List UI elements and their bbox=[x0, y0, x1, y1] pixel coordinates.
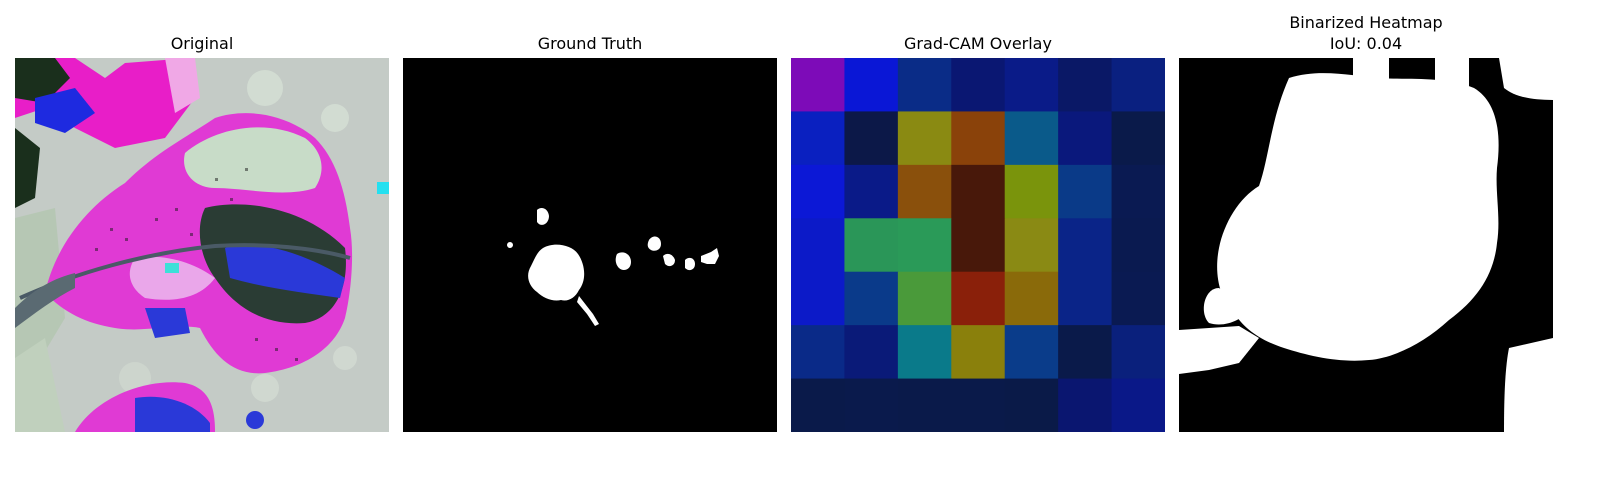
gradcam-cell bbox=[791, 325, 845, 380]
gradcam-cell bbox=[951, 218, 1006, 273]
gradcam-cell bbox=[897, 164, 952, 219]
gradcam-cell bbox=[897, 325, 952, 380]
gradcam-cell bbox=[1004, 164, 1059, 219]
gradcam-cell bbox=[1058, 164, 1113, 219]
gradcam-cell bbox=[791, 218, 845, 273]
gradcam-cell bbox=[1004, 271, 1059, 326]
gradcam-cell bbox=[1004, 111, 1059, 166]
gradcam-cell bbox=[897, 218, 952, 273]
gradcam-cell bbox=[951, 325, 1006, 380]
gradcam-cell bbox=[951, 271, 1006, 326]
panel-title-gradcam: Grad-CAM Overlay bbox=[904, 34, 1052, 53]
gradcam-cell bbox=[1111, 111, 1165, 166]
gradcam-cell bbox=[791, 378, 845, 432]
gradcam-cell bbox=[1004, 58, 1059, 112]
gradcam-cell bbox=[1004, 378, 1059, 432]
gradcam-cell bbox=[844, 111, 899, 166]
gradcam-cell bbox=[951, 378, 1006, 432]
gradcam-cell bbox=[844, 164, 899, 219]
gradcam-cell bbox=[1004, 325, 1059, 380]
gradcam-cell bbox=[1004, 218, 1059, 273]
gradcam-overlay-image bbox=[791, 58, 1165, 432]
gradcam-cell bbox=[1111, 325, 1165, 380]
gradcam-cell bbox=[897, 378, 952, 432]
gradcam-cell bbox=[1058, 271, 1113, 326]
panel-title-ground-truth: Ground Truth bbox=[537, 34, 643, 53]
gradcam-cell bbox=[897, 271, 952, 326]
gradcam-cell bbox=[951, 58, 1006, 112]
original-leaf-image bbox=[15, 58, 389, 432]
gradcam-cell bbox=[791, 271, 845, 326]
gradcam-cell bbox=[1058, 218, 1113, 273]
gradcam-cell bbox=[844, 378, 899, 432]
gradcam-cell bbox=[1111, 271, 1165, 326]
gradcam-cell bbox=[1111, 58, 1165, 112]
gradcam-cell bbox=[791, 58, 845, 112]
gradcam-cell bbox=[844, 218, 899, 273]
gradcam-cell bbox=[844, 325, 899, 380]
gradcam-cell bbox=[951, 164, 1006, 219]
binarized-heatmap-image bbox=[1179, 58, 1553, 432]
gradcam-cell bbox=[1111, 378, 1165, 432]
gradcam-cell bbox=[897, 58, 952, 112]
gradcam-cell bbox=[1058, 58, 1113, 112]
gradcam-cell bbox=[844, 271, 899, 326]
gradcam-cell bbox=[897, 111, 952, 166]
panel-subtitle-iou: IoU: 0.04 bbox=[1329, 34, 1403, 53]
gradcam-cell bbox=[791, 111, 845, 166]
gradcam-cell bbox=[1058, 325, 1113, 380]
gradcam-cell bbox=[791, 164, 845, 219]
gradcam-cell bbox=[1111, 218, 1165, 273]
panel-title-binarized: Binarized Heatmap bbox=[1289, 13, 1443, 32]
gradcam-cell bbox=[1058, 111, 1113, 166]
gradcam-cell bbox=[1111, 164, 1165, 219]
gradcam-cell bbox=[844, 58, 899, 112]
gradcam-cell bbox=[1058, 378, 1113, 432]
gradcam-cell bbox=[951, 111, 1006, 166]
ground-truth-mask-image bbox=[403, 58, 777, 432]
panel-title-original: Original bbox=[170, 34, 234, 53]
